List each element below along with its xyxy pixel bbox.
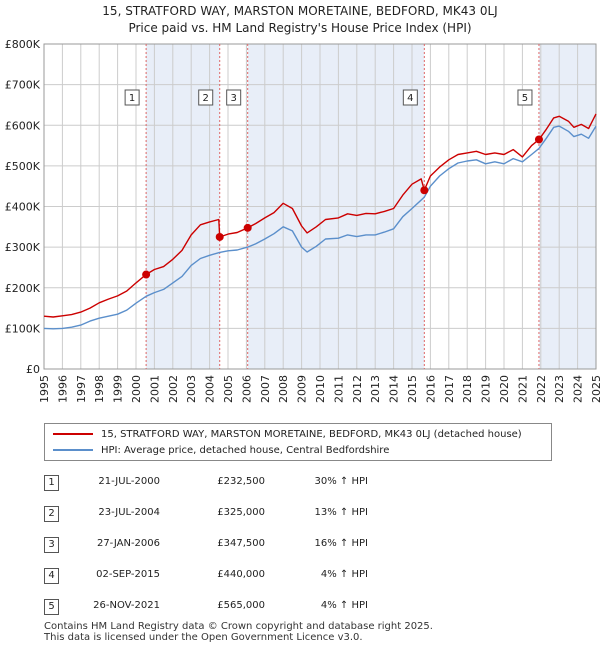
sale-label-box — [517, 89, 533, 106]
x-tick-label: 2000 — [130, 375, 143, 403]
x-tick-label: 1995 — [38, 375, 51, 403]
legend-label-hpi: HPI: Average price, detached house, Cent… — [101, 445, 390, 456]
legend-label-property: 15, STRATFORD WAY, MARSTON MORETAINE, BE… — [101, 429, 522, 440]
legend-item-property: 15, STRATFORD WAY, MARSTON MORETAINE, BE… — [53, 427, 522, 443]
footer-licence: This data is licensed under the Open Gov… — [44, 632, 363, 643]
x-tick-label: 1997 — [75, 375, 88, 403]
x-tick-label: 2011 — [332, 375, 345, 403]
sale-price: £232,500 — [217, 476, 265, 487]
x-tick-label: 2016 — [424, 375, 437, 403]
table-row: 3 27-JAN-2006 £347,500 16% ↑ HPI — [0, 537, 600, 557]
sale-hpi-diff: 13% ↑ HPI — [314, 507, 368, 518]
x-tick-label: 2017 — [443, 375, 456, 403]
y-tick-label: £0 — [26, 363, 40, 376]
sale-date: 23-JUL-2004 — [98, 507, 160, 518]
x-tick-label: 2024 — [572, 375, 585, 403]
sale-hpi-diff: 4% ↑ HPI — [320, 569, 368, 580]
x-tick-label: 1998 — [93, 375, 106, 403]
x-tick-label: 2002 — [167, 375, 180, 403]
sale-label-number: 4 — [407, 93, 413, 104]
x-tick-label: 2010 — [314, 375, 327, 403]
chart-title: 15, STRATFORD WAY, MARSTON MORETAINE, BE… — [102, 4, 498, 18]
y-tick-label: £300K — [5, 241, 41, 254]
sale-number: 4 — [44, 568, 59, 584]
sale-number: 2 — [44, 506, 59, 522]
y-tick-label: £200K — [5, 282, 41, 295]
price-chart: 1 2 3 4 5 £0 £100K £200K £300K £400K £500K £600K £70… — [5, 38, 600, 403]
x-tick-label: 2022 — [535, 375, 548, 403]
table-row: 5 26-NOV-2021 £565,000 4% ↑ HPI — [0, 599, 600, 619]
sale-point — [215, 232, 224, 241]
sale-price: £325,000 — [217, 507, 265, 518]
sale-price: £565,000 — [217, 600, 265, 611]
sale-number: 1 — [44, 475, 59, 491]
plot-frame — [43, 43, 597, 370]
x-tick-label: 1999 — [112, 375, 125, 403]
x-tick-label: 2014 — [388, 375, 401, 403]
footer: Contains HM Land Registry data © Crown c… — [44, 621, 433, 643]
hpi-series-line — [43, 125, 597, 330]
x-tick-label: 2012 — [351, 375, 364, 403]
sale-label-box — [226, 89, 242, 106]
sale-label-box — [124, 89, 140, 106]
footer-copyright: Contains HM Land Registry data © Crown c… — [44, 621, 433, 632]
x-tick-label: 2018 — [461, 375, 474, 403]
sale-point — [243, 223, 252, 232]
sale-label-number: 1 — [129, 93, 135, 104]
sale-hpi-diff: 4% ↑ HPI — [320, 600, 368, 611]
table-row: 1 21-JUL-2000 £232,500 30% ↑ HPI — [0, 475, 600, 495]
y-tick-label: £100K — [5, 322, 41, 335]
table-row: 2 23-JUL-2004 £325,000 13% ↑ HPI — [0, 506, 600, 526]
x-tick-label: 2006 — [240, 375, 253, 403]
table-row: 4 02-SEP-2015 £440,000 4% ↑ HPI — [0, 568, 600, 588]
y-tick-label: £600K — [5, 119, 41, 132]
sale-date: 27-JAN-2006 — [96, 538, 160, 549]
legend-item-hpi: HPI: Average price, detached house, Cent… — [53, 443, 389, 459]
legend: 15, STRATFORD WAY, MARSTON MORETAINE, BE… — [44, 423, 552, 461]
sale-point — [534, 135, 543, 144]
sale-label-box — [402, 89, 418, 106]
sale-hpi-diff: 16% ↑ HPI — [314, 538, 368, 549]
x-tick-label: 2008 — [277, 375, 290, 403]
sale-date: 21-JUL-2000 — [98, 476, 160, 487]
y-tick-label: £700K — [5, 79, 41, 92]
y-tick-label: £800K — [5, 38, 41, 51]
sale-label-number: 5 — [522, 93, 528, 104]
x-tick-label: 2019 — [480, 375, 493, 403]
y-tick-label: £400K — [5, 201, 41, 214]
x-tick-label: 2009 — [296, 375, 309, 403]
sale-price: £347,500 — [217, 538, 265, 549]
sale-hpi-diff: 30% ↑ HPI — [314, 476, 368, 487]
x-tick-label: 2015 — [406, 375, 419, 403]
legend-swatch-property — [53, 433, 93, 435]
y-tick-label: £500K — [5, 160, 41, 173]
x-tick-label: 2020 — [498, 375, 511, 403]
sale-date: 26-NOV-2021 — [93, 600, 160, 611]
x-tick-label: 2001 — [148, 375, 161, 403]
x-tick-label: 2005 — [222, 375, 235, 403]
x-tick-label: 2025 — [590, 375, 600, 403]
chart-subtitle: Price paid vs. HM Land Registry's House … — [128, 21, 472, 35]
legend-swatch-hpi — [53, 449, 93, 451]
x-tick-label: 2021 — [516, 375, 529, 403]
sale-date: 02-SEP-2015 — [96, 569, 160, 580]
x-tick-label: 2007 — [259, 375, 272, 403]
x-tick-label: 1996 — [56, 375, 69, 403]
sale-point — [420, 186, 429, 195]
sale-label-box — [198, 89, 214, 106]
x-tick-label: 2013 — [369, 375, 382, 403]
x-tick-label: 2003 — [185, 375, 198, 403]
sale-price: £440,000 — [217, 569, 265, 580]
sale-label-number: 3 — [231, 93, 237, 104]
x-tick-label: 2023 — [553, 375, 566, 403]
sale-number: 5 — [44, 599, 59, 615]
property-series-line — [43, 113, 597, 318]
sale-number: 3 — [44, 537, 59, 553]
x-tick-label: 2004 — [204, 375, 217, 403]
sale-label-number: 2 — [203, 93, 209, 104]
sale-point — [142, 270, 151, 279]
